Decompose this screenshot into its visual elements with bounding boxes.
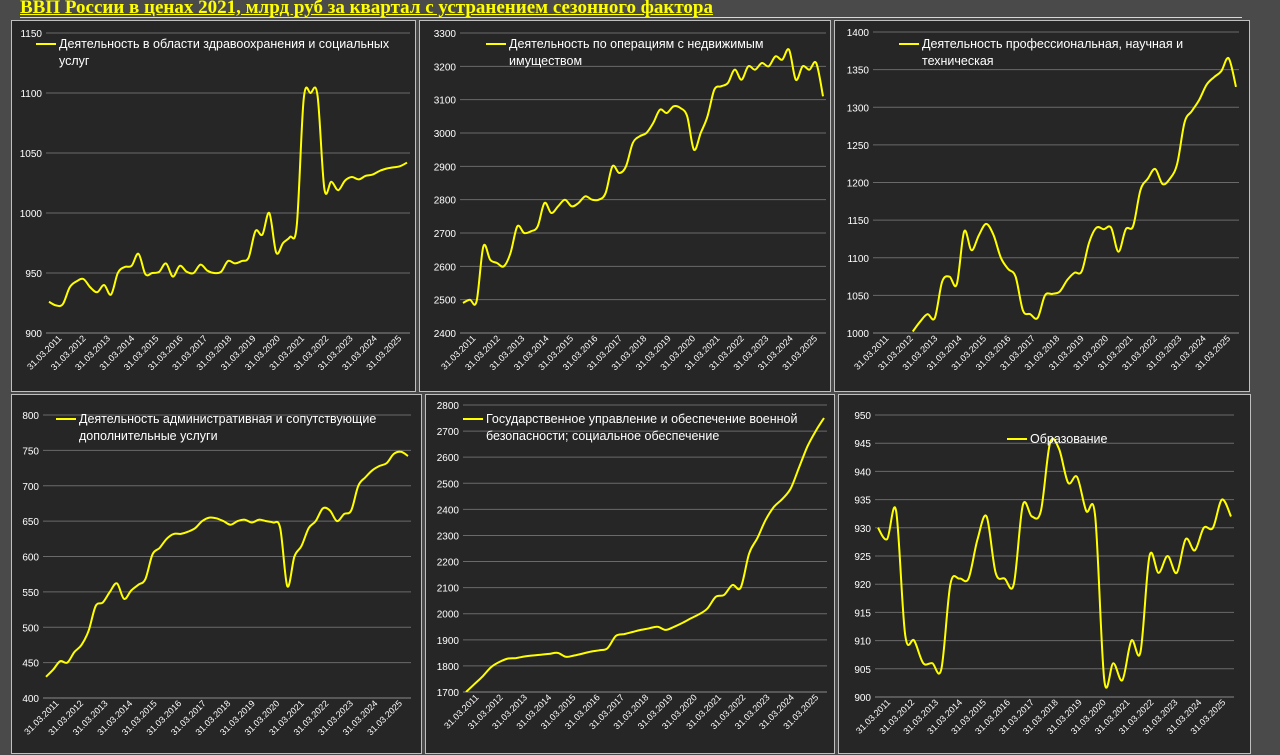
y-tick-label: 650 bbox=[22, 517, 39, 528]
chart-panel-professional: 1000 1050 1100 1150 1200 1250 1300 1350 1400 31.0… bbox=[834, 20, 1250, 392]
y-tick-label: 3300 bbox=[434, 29, 457, 40]
chart-svg: 900950100010501100115031.03.201131.03.20… bbox=[20, 29, 410, 372]
y-tick-label: 1000 bbox=[20, 209, 43, 220]
y-tick-label: 1200 bbox=[847, 179, 870, 190]
y-tick-label: 450 bbox=[22, 659, 39, 670]
y-tick-label: 1100 bbox=[20, 89, 42, 100]
page-title: ВВП России в ценах 2021, млрд руб за ква… bbox=[20, 0, 713, 18]
y-tick-label: 2900 bbox=[434, 162, 457, 173]
legend-label: имуществом bbox=[509, 54, 582, 68]
y-tick-label: 935 bbox=[854, 496, 871, 507]
y-tick-label: 550 bbox=[22, 588, 39, 599]
y-tick-label: 2800 bbox=[434, 196, 457, 207]
y-tick-label: 750 bbox=[22, 446, 39, 457]
y-tick-label: 1050 bbox=[847, 291, 870, 302]
y-tick-label: 1250 bbox=[847, 141, 870, 152]
series-line bbox=[911, 56, 1237, 333]
series-line bbox=[877, 437, 1232, 689]
chart-svg: 90090591091592092593093594094595031.03.2… bbox=[854, 411, 1234, 736]
y-tick-label: 940 bbox=[854, 467, 871, 478]
chart-panel-public-admin: 1700 1800 1900 2000 2100 2200 2300 2400 2500 2600… bbox=[425, 394, 835, 754]
chart-panel-real-estate: 2400 2500 2600 2700 2800 2900 3000 3100 3200 3300… bbox=[419, 20, 831, 392]
y-tick-label: 1050 bbox=[20, 149, 43, 160]
y-tick-label: 1100 bbox=[847, 254, 869, 265]
y-tick-label: 1000 bbox=[847, 329, 870, 340]
chart-panel-education: 900 905 910 915 920 925 930 935 940 945 950 31.03.2… bbox=[838, 394, 1251, 754]
series-line bbox=[465, 417, 825, 692]
y-tick-label: 925 bbox=[854, 552, 871, 563]
chart-svg: 10001050110011501200125013001350140031.0… bbox=[847, 28, 1239, 372]
legend-label: дополнительные услуги bbox=[79, 429, 218, 443]
title-underline-rule bbox=[20, 17, 1242, 18]
y-tick-label: 2800 bbox=[437, 401, 460, 412]
y-tick-label: 2700 bbox=[437, 427, 460, 438]
series-line bbox=[45, 450, 409, 678]
chart-panel-health: 900 950 1000 1050 1100 1150 31.03.2011 31.03.20… bbox=[11, 20, 416, 392]
y-tick-label: 1300 bbox=[847, 103, 870, 114]
y-tick-label: 1900 bbox=[437, 636, 460, 647]
y-tick-label: 2400 bbox=[437, 505, 460, 516]
chart-panel-administrative: 400 450 500 550 600 650 700 750 800 31.03.2011 31.… bbox=[11, 394, 422, 754]
y-tick-label: 950 bbox=[25, 269, 42, 280]
legend-label: Государственное управление и обеспечение… bbox=[486, 412, 797, 426]
y-tick-label: 930 bbox=[854, 524, 871, 535]
legend-label: Деятельность в области здравоохранения и… bbox=[59, 37, 390, 51]
y-tick-label: 600 bbox=[22, 553, 39, 564]
y-tick-label: 1400 bbox=[847, 28, 870, 39]
legend-label: Деятельность профессиональная, научная и bbox=[922, 37, 1183, 51]
y-tick-label: 905 bbox=[854, 665, 871, 676]
y-tick-label: 920 bbox=[854, 580, 871, 591]
legend-label: Образование bbox=[1030, 432, 1108, 446]
y-tick-label: 900 bbox=[854, 693, 871, 704]
series-line bbox=[48, 86, 408, 308]
y-tick-label: 2500 bbox=[437, 479, 460, 490]
y-tick-label: 700 bbox=[22, 482, 39, 493]
y-tick-label: 2100 bbox=[437, 584, 460, 595]
y-tick-label: 900 bbox=[25, 329, 42, 340]
y-tick-label: 500 bbox=[22, 623, 39, 634]
y-tick-label: 3000 bbox=[434, 129, 457, 140]
legend-label: Деятельность административная и сопутств… bbox=[79, 412, 376, 426]
y-tick-label: 950 bbox=[854, 411, 871, 422]
legend-label: техническая bbox=[922, 54, 994, 68]
y-tick-label: 2600 bbox=[434, 262, 457, 273]
y-tick-label: 1800 bbox=[437, 662, 460, 673]
y-tick-label: 2000 bbox=[437, 610, 460, 621]
y-tick-label: 1700 bbox=[437, 688, 460, 699]
y-tick-label: 2600 bbox=[437, 453, 460, 464]
legend-label: услуг bbox=[59, 54, 90, 68]
legend-label: Деятельность по операциям с недвижимым bbox=[509, 37, 763, 51]
y-tick-label: 3100 bbox=[434, 96, 457, 107]
chart-svg: 40045050055060065070075080031.03.201131.… bbox=[22, 411, 411, 737]
y-tick-label: 400 bbox=[22, 694, 39, 705]
series-line bbox=[462, 48, 824, 306]
y-tick-label: 800 bbox=[22, 411, 39, 422]
plot-area bbox=[460, 33, 826, 333]
y-tick-label: 2300 bbox=[437, 531, 460, 542]
y-tick-label: 910 bbox=[854, 637, 871, 648]
plot-area bbox=[463, 405, 827, 692]
chart-svg: 2400 2500 2600 2700 2800 2900 3000 3100 3200 3300… bbox=[434, 29, 826, 372]
y-tick-label: 2200 bbox=[437, 558, 460, 569]
y-tick-label: 2700 bbox=[434, 229, 457, 240]
y-tick-label: 2400 bbox=[434, 329, 457, 340]
y-tick-label: 1350 bbox=[847, 66, 870, 77]
plot-area bbox=[46, 33, 410, 333]
y-tick-label: 3200 bbox=[434, 62, 457, 73]
chart-svg: 1700 1800 1900 2000 2100 2200 2300 2400 2500 2600… bbox=[437, 401, 827, 731]
y-tick-label: 915 bbox=[854, 608, 871, 619]
legend-label: безопасности; социальное обеспечение bbox=[486, 429, 719, 443]
y-tick-label: 1150 bbox=[20, 29, 42, 40]
y-tick-label: 945 bbox=[854, 439, 871, 450]
y-tick-label: 1150 bbox=[847, 216, 869, 227]
y-tick-label: 2500 bbox=[434, 296, 457, 307]
